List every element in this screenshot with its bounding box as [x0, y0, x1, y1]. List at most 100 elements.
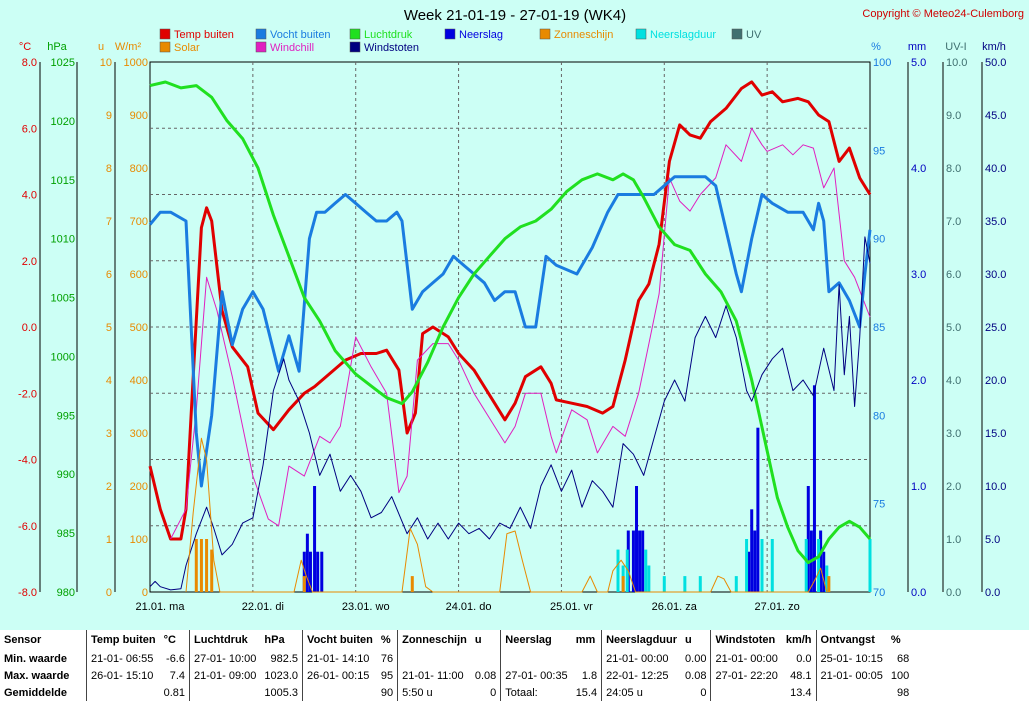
- bar-neerslag: [641, 530, 645, 592]
- legend-swatch: [731, 28, 743, 40]
- legend-label: Zonneschijn: [554, 29, 613, 41]
- bar-neerslagduur: [817, 539, 821, 592]
- summary-cell-time: [85, 684, 160, 701]
- summary-cell-value: 13.4: [790, 686, 812, 699]
- axis-tick-label: 6.0: [22, 123, 37, 135]
- axis-tick-label: 8.0: [946, 163, 961, 175]
- axis-tick-label: 3: [106, 428, 112, 440]
- bar-neerslag: [638, 530, 642, 592]
- axis-tick-label: 1.0: [946, 534, 961, 546]
- summary-cell-time: 26-01- 15:10: [85, 667, 160, 684]
- bar-neerslagduur: [644, 549, 648, 592]
- legend-swatch: [159, 28, 171, 40]
- bar-neerslagduur: [734, 576, 738, 592]
- summary-cell-time: [500, 650, 572, 667]
- bar-zonneschijn: [205, 539, 209, 592]
- summary-cell-time: [815, 684, 887, 701]
- series-line-vocht-buiten: [148, 175, 872, 488]
- axis-tick-label: 75: [873, 499, 885, 511]
- axis-tick-label: 1010: [51, 234, 75, 246]
- summary-cell-value: 0.08: [474, 669, 497, 682]
- bar-zonneschijn: [410, 576, 414, 592]
- summary-cell-time: [189, 684, 261, 701]
- axis-tick-label: 800: [130, 163, 148, 175]
- legend-swatch: [159, 41, 171, 53]
- bar-zonneschijn: [194, 539, 198, 592]
- summary-cell-value: 90: [380, 686, 394, 699]
- summary-cell-time: 27-01- 22:20: [710, 667, 782, 684]
- chart-title: Week 21-01-19 - 27-01-19 (WK4): [404, 7, 626, 24]
- axis-tick-label: 8: [106, 163, 112, 175]
- summary-cell-time: Totaal:: [500, 684, 572, 701]
- axis-tick-label: 5.0: [911, 57, 926, 69]
- axis-tick-label: 9: [106, 110, 112, 122]
- axis-tick-label: 9.0: [946, 110, 961, 122]
- summary-cell-value: 95: [380, 669, 394, 682]
- x-tick-label: 24.01. do: [446, 601, 492, 613]
- summary-col-name: Vocht buiten: [302, 630, 377, 650]
- axis-tick-label: 5.0: [985, 534, 1000, 546]
- bar-neerslagduur: [760, 539, 764, 592]
- legend-label: Windchill: [270, 42, 314, 54]
- bar-neerslag: [812, 385, 816, 592]
- summary-col-name: Neerslagduur: [601, 630, 682, 650]
- summary-row-label: Gemiddelde: [4, 686, 67, 699]
- bar-neerslagduur: [698, 576, 702, 592]
- bar-neerslag: [305, 533, 309, 592]
- x-tick-label: 27.01. zo: [755, 601, 800, 613]
- summary-cell-value: 7.4: [169, 669, 185, 682]
- summary-col-unit: km/h: [785, 634, 812, 646]
- axis-tick-label: 45.0: [985, 110, 1006, 122]
- legend-label: UV: [746, 29, 762, 41]
- summary-col-name: Zonneschijn: [397, 630, 471, 650]
- series-line-temp-buiten: [148, 80, 872, 541]
- axis-tick-label: 3.0: [911, 269, 926, 281]
- bar-zonneschijn: [621, 576, 625, 592]
- legend-swatch: [444, 28, 456, 40]
- axis-tick-label: 1025: [51, 57, 75, 69]
- axis-tick-label: 100: [873, 57, 891, 69]
- axis-tick-label: 6: [106, 269, 112, 281]
- bar-neerslagduur: [616, 549, 620, 592]
- axis-tick-label: 95: [873, 145, 885, 157]
- summary-cell-value: 0.81: [163, 686, 185, 699]
- bar-neerslagduur: [662, 576, 666, 592]
- summary-cell-value: -6.6: [166, 652, 185, 665]
- axis-tick-label: 30.0: [985, 269, 1006, 281]
- axis-tick-label: 0: [106, 587, 112, 599]
- summary-max-row: Max. waarde 26-01- 15:10 7.4 21-01- 09:0…: [0, 667, 913, 684]
- axis-tick-label: 7.0: [946, 216, 961, 228]
- bar-zonneschijn: [302, 576, 306, 592]
- axis-tick-label: 10: [100, 57, 112, 69]
- summary-cell-value: 0.0: [796, 652, 812, 665]
- axis-tick-label: 0: [142, 587, 148, 599]
- summary-cell-time: 21-01- 06:55: [85, 650, 160, 667]
- axis-tick-label: 1015: [51, 175, 75, 187]
- bar-neerslag: [747, 551, 751, 592]
- axis-tick-label: 4.0: [946, 375, 961, 387]
- axis-tick-label: 1000: [51, 351, 75, 363]
- summary-cell-time: 21-01- 09:00: [189, 667, 261, 684]
- summary-col-unit: u: [685, 634, 692, 646]
- summary-cell-time: 21-01- 00:00: [601, 650, 682, 667]
- summary-col-unit: %: [380, 634, 391, 646]
- summary-cell-time: 21-01- 14:10: [302, 650, 377, 667]
- summary-cell-value: 15.4: [575, 686, 598, 699]
- axis-tick-label: -2.0: [18, 388, 37, 400]
- legend-label: Solar: [174, 42, 200, 54]
- x-tick-label: 23.01. wo: [342, 601, 390, 613]
- summary-cell-value: 982.5: [270, 652, 299, 665]
- axis-tick-label: 85: [873, 322, 885, 334]
- summary-table: Sensor Temp buiten °C Luchtdruk hPa Voch…: [0, 630, 1029, 704]
- copyright-text: Copyright © Meteo24-Culemborg: [862, 8, 1024, 20]
- bar-neerslag: [635, 486, 639, 592]
- axis-unit-label: °C: [19, 41, 31, 53]
- axis-tick-label: 8.0: [22, 57, 37, 69]
- summary-cell-value: 98: [897, 686, 910, 699]
- bar-neerslag: [750, 509, 754, 592]
- legend-label: Temp buiten: [174, 29, 234, 41]
- axis-tick-label: 15.0: [985, 428, 1006, 440]
- summary-cell-time: [397, 650, 471, 667]
- axis-tick-label: 20.0: [985, 375, 1006, 387]
- summary-cell-time: [302, 684, 377, 701]
